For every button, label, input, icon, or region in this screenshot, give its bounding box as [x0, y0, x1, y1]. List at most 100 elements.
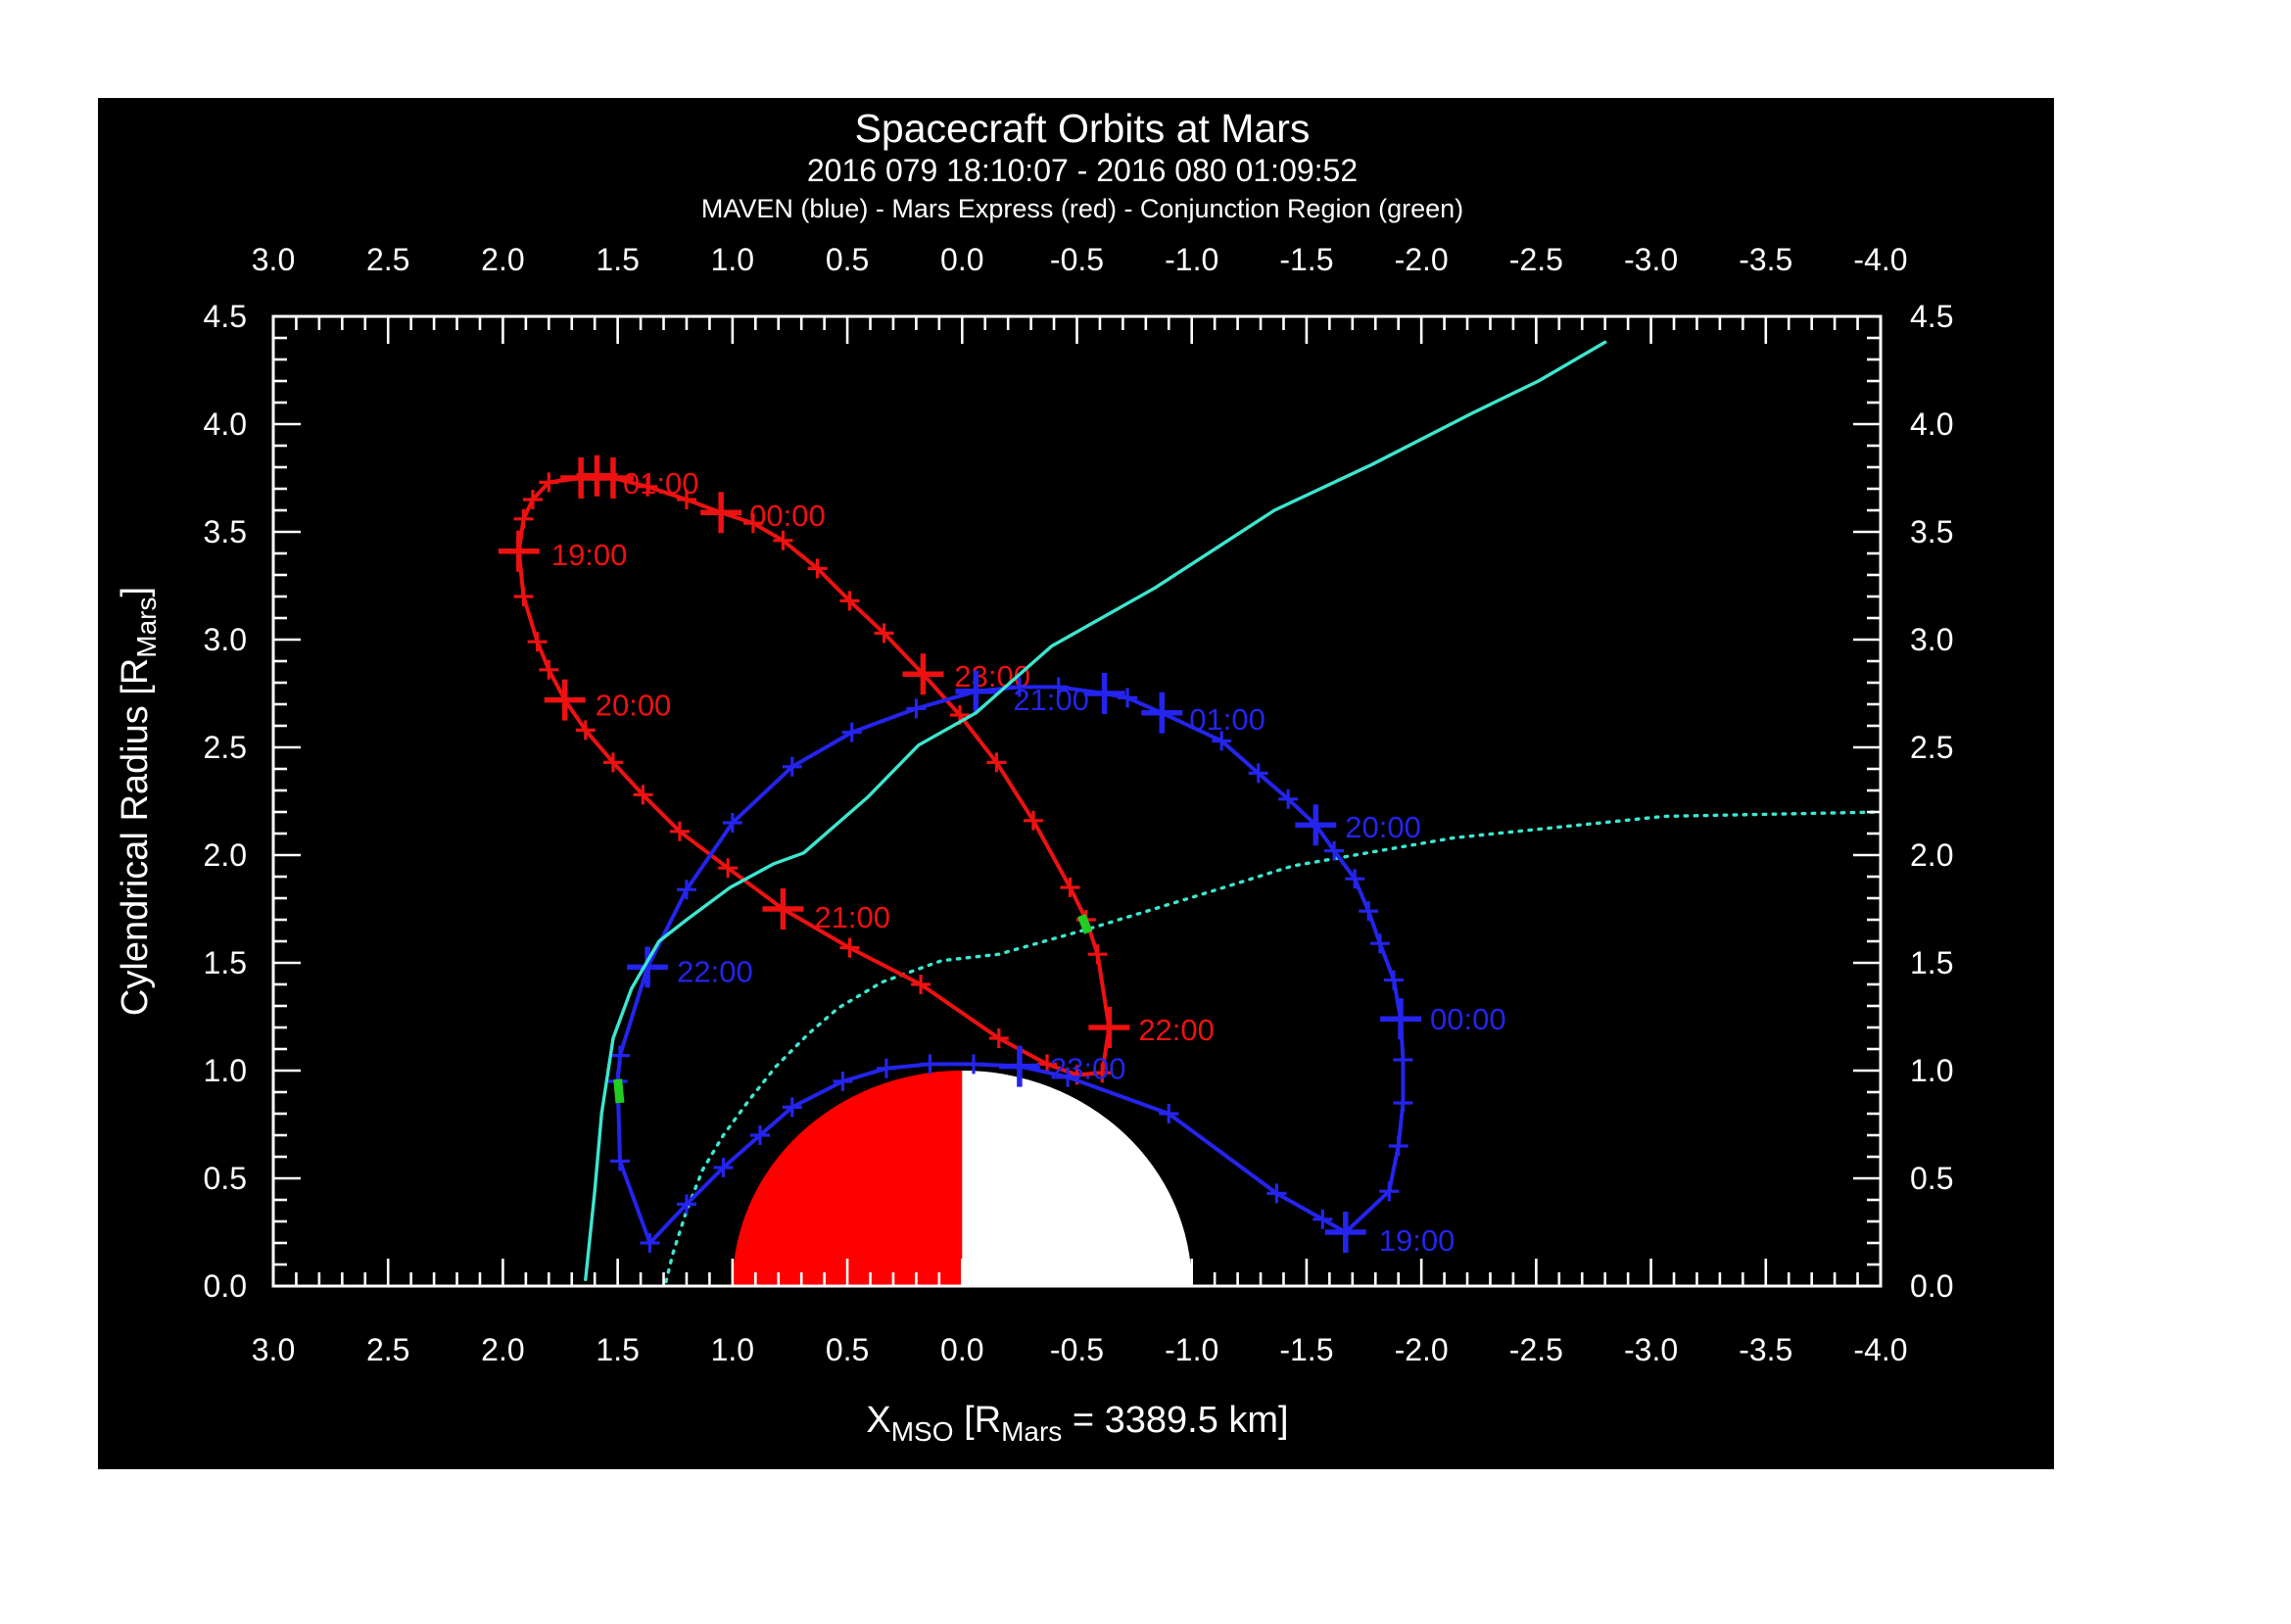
hour-label: 20:00 [596, 689, 672, 723]
hour-marker [998, 1045, 1040, 1087]
orbit-tick-marker [874, 623, 894, 644]
y-tick-label-right: 4.0 [1910, 406, 1953, 442]
hour-marker [1088, 1007, 1130, 1048]
orbit-tick-marker [609, 1151, 630, 1171]
hour-marker [627, 946, 669, 988]
orbit-curves: 19:00 20:00 21:00 22:00 23:00 00:00 01:00 19:00… [498, 340, 1883, 1284]
y-tick-label-right: 4.5 [1910, 299, 1953, 334]
orbit-tick-marker [906, 698, 927, 719]
x-tick-label-bottom: 1.5 [596, 1332, 639, 1367]
hour-marker [544, 679, 586, 721]
x-tick-label-top: -0.5 [1050, 242, 1104, 277]
orbit-tick-marker [1266, 1183, 1287, 1204]
orbit-tick-marker [722, 813, 742, 833]
orbit-tick-marker [841, 722, 862, 742]
orbit-tick-marker [513, 587, 534, 606]
x-tick-label-bottom: -1.0 [1165, 1332, 1218, 1367]
orbit-tick-marker [1359, 901, 1379, 922]
hour-label: 19:00 [1379, 1223, 1456, 1258]
hour-marker [1295, 804, 1337, 846]
orbit-tick-marker [986, 752, 1007, 773]
y-tick-label-right: 1.0 [1910, 1053, 1953, 1088]
y-tick-label-left: 2.5 [204, 730, 247, 765]
orbit-tick-marker [513, 508, 534, 529]
x-tick-label-top: -3.0 [1624, 242, 1678, 277]
x-tick-label-bottom: 2.0 [481, 1332, 524, 1367]
orbit-tick-marker [839, 937, 860, 958]
orbit-tick-marker [1379, 1181, 1400, 1202]
conjunction-region-segment [1077, 913, 1093, 934]
y-tick-label-left: 4.0 [204, 406, 247, 442]
x-tick-label-bottom: -2.0 [1395, 1332, 1449, 1367]
y-tick-label-right: 3.5 [1910, 514, 1953, 549]
hour-marker [1380, 998, 1422, 1040]
orbit-tick-marker [911, 975, 931, 994]
x-tick-label-top: -2.5 [1509, 242, 1563, 277]
hour-marker [576, 454, 618, 497]
orbit-tick-marker [1060, 878, 1080, 897]
x-tick-label-top: 3.0 [252, 242, 295, 277]
orbit-tick-marker [539, 659, 559, 680]
x-tick-label-top: -4.0 [1853, 242, 1907, 277]
orbit-tick-marker [1092, 1063, 1113, 1083]
hour-label: 22:00 [1138, 1013, 1215, 1047]
orbit-tick-marker [839, 591, 860, 611]
hour-label: 21:00 [1013, 683, 1089, 717]
y-tick-label-left: 3.0 [204, 622, 247, 657]
orbit-tick-marker [676, 1194, 696, 1215]
orbit-tick-marker [575, 720, 596, 740]
orbit-tick-marker [807, 558, 828, 579]
orbit-tick-marker [609, 1045, 630, 1066]
orbit-tick-marker [1048, 677, 1069, 697]
orbit-tick-marker [539, 472, 559, 493]
orbit-tick-marker [876, 1058, 896, 1078]
orbit-tick-marker [1248, 763, 1268, 784]
orbit-tick-marker [1118, 688, 1138, 708]
orbit-tick-marker [1388, 1136, 1408, 1156]
y-tick-label-right: 0.5 [1910, 1161, 1953, 1196]
x-tick-label-bottom: -2.5 [1509, 1332, 1563, 1367]
hour-marker [762, 888, 804, 930]
x-tick-label-top: -2.0 [1395, 242, 1449, 277]
orbit-tick-marker [1393, 1093, 1413, 1113]
mars-nightside [962, 1071, 1192, 1286]
hour-label: 22:00 [677, 954, 753, 988]
orbit-tick-marker [676, 490, 696, 509]
x-tick-label-top: -1.0 [1165, 242, 1218, 277]
orbit-tick-marker [1212, 731, 1232, 751]
axis-tick-labels: 3.0 3.0 2.5 2.5 2.0 2.0 1.5 1.5 1.0 1.0 0.5 0.5 0.0 0… [204, 242, 1954, 1367]
hour-marker [902, 653, 944, 695]
orbit-tick-marker [920, 1054, 940, 1075]
orbit-tick-marker [1345, 869, 1365, 889]
orbit-tick-marker [1058, 1067, 1078, 1087]
y-axis-title: Cylendrical Radius [RMars] [115, 587, 162, 1016]
y-tick-label-left: 1.0 [204, 1053, 247, 1088]
x-tick-label-bottom: -4.0 [1853, 1332, 1907, 1367]
orbit-tick-marker [718, 858, 739, 879]
x-tick-label-bottom: 1.0 [711, 1332, 754, 1367]
bow-shock-model-track [584, 340, 1607, 1282]
x-tick-label-bottom: 2.5 [366, 1332, 409, 1367]
y-tick-label-left: 1.5 [204, 945, 247, 980]
x-tick-label-top: 0.0 [940, 242, 983, 277]
orbit-tick-marker [1009, 677, 1029, 697]
axes-frame [271, 314, 1883, 1288]
x-tick-label-bottom: 0.5 [826, 1332, 869, 1367]
x-tick-label-top: 2.0 [481, 242, 524, 277]
y-tick-label-left: 0.5 [204, 1161, 247, 1196]
orbit-tick-marker [1159, 1104, 1179, 1123]
y-tick-label-right: 3.0 [1910, 622, 1953, 657]
plot-title: Spacecraft Orbits at Mars [855, 106, 1311, 151]
orbit-tick-marker [1393, 1050, 1413, 1070]
y-tick-label-right: 2.5 [1910, 730, 1953, 765]
hour-marker [1083, 673, 1125, 714]
x-tick-label-bottom: 0.0 [940, 1332, 983, 1367]
hour-marker [1141, 692, 1183, 734]
hour-label: 01:00 [623, 466, 699, 501]
orbit-tick-marker [522, 490, 543, 509]
orbit-tick-marker [964, 1054, 984, 1075]
x-tick-label-top: 0.5 [826, 242, 869, 277]
x-tick-label-top: -1.5 [1279, 242, 1333, 277]
